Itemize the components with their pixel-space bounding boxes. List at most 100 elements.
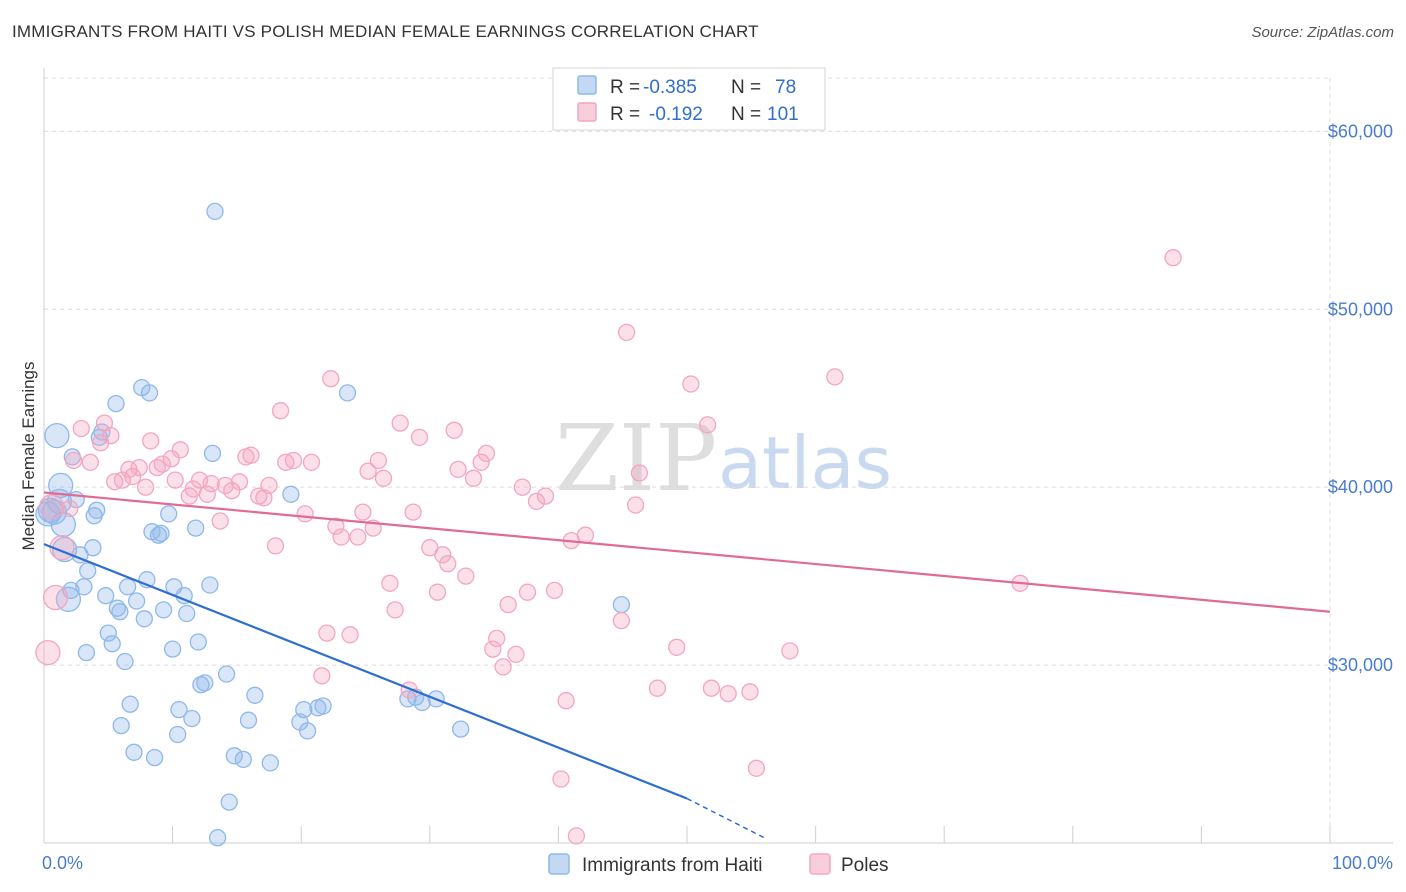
haiti-point xyxy=(187,519,205,537)
haiti-point xyxy=(170,700,188,719)
poles-point xyxy=(341,626,359,644)
poles-point xyxy=(477,444,496,463)
series-legend: Immigrants from Haiti Poles xyxy=(548,853,889,876)
haiti-point xyxy=(246,686,264,704)
haiti-point xyxy=(99,624,117,642)
haiti-point xyxy=(111,603,129,621)
poles-point xyxy=(381,574,399,592)
haiti-point xyxy=(169,725,187,744)
haiti-point xyxy=(217,665,236,683)
poles-point xyxy=(386,601,404,619)
poles-series-swatch xyxy=(809,853,831,875)
poles-point xyxy=(39,494,65,520)
haiti-point xyxy=(314,697,332,715)
haiti-point xyxy=(135,610,153,628)
haiti-points xyxy=(35,202,631,847)
poles-point xyxy=(826,368,844,386)
poles-point xyxy=(445,421,463,439)
haiti-point xyxy=(298,722,317,740)
haiti-point xyxy=(145,748,164,767)
poles-point xyxy=(284,451,303,470)
haiti-point xyxy=(261,754,279,772)
poles-point xyxy=(698,416,717,434)
haiti-point xyxy=(97,587,115,605)
poles-point xyxy=(410,428,429,447)
poles-point xyxy=(171,441,189,459)
poles-point xyxy=(113,471,132,489)
poles-point xyxy=(136,478,155,496)
haiti-legend-swatch xyxy=(577,75,597,95)
haiti-point xyxy=(189,633,207,651)
poles-point xyxy=(318,624,336,642)
poles-trend-line xyxy=(43,491,1331,613)
haiti-point xyxy=(107,394,125,413)
poles-point xyxy=(536,487,555,505)
haiti-point xyxy=(160,505,178,523)
watermark-atlas: atlas xyxy=(718,421,892,505)
poles-point xyxy=(472,453,490,471)
haiti-point xyxy=(118,578,137,596)
haiti-n-label: N = xyxy=(731,77,761,98)
poles-point xyxy=(494,658,512,676)
haiti-point xyxy=(55,586,82,612)
poles-point xyxy=(266,537,285,555)
haiti-n-value: 78 xyxy=(775,77,796,98)
poles-point xyxy=(35,639,61,666)
poles-points xyxy=(35,249,1182,845)
haiti-point xyxy=(338,384,357,402)
poles-point xyxy=(682,375,700,393)
poles-point xyxy=(518,583,537,601)
y-tick-label: $40,000 xyxy=(1328,477,1393,497)
poles-point xyxy=(271,402,290,420)
haiti-trend-line xyxy=(43,543,688,800)
haiti-point xyxy=(103,635,121,653)
axes xyxy=(43,68,1393,844)
poles-point xyxy=(464,469,483,487)
y-tick-label: $60,000 xyxy=(1328,121,1393,141)
poles-r-value: -0.192 xyxy=(649,104,703,125)
poles-point xyxy=(626,496,645,514)
poles-point xyxy=(142,432,160,450)
poles-point xyxy=(391,414,409,432)
poles-point xyxy=(484,640,502,658)
poles-point xyxy=(513,478,532,496)
stats-legend: R = -0.385 N = 78 R = -0.192 N = 101 xyxy=(552,67,826,131)
poles-point xyxy=(198,485,216,503)
poles-point xyxy=(81,453,99,471)
haiti-point xyxy=(206,202,224,221)
poles-r-label: R = xyxy=(610,104,640,125)
haiti-point xyxy=(127,592,146,610)
poles-point xyxy=(230,473,249,491)
haiti-point xyxy=(77,643,96,662)
poles-point xyxy=(457,567,475,585)
x-tick-label: 100.0% xyxy=(1332,853,1393,873)
haiti-point xyxy=(239,711,258,729)
poles-point xyxy=(576,526,595,544)
poles-point xyxy=(719,684,737,703)
stats-legend-box xyxy=(552,67,826,131)
haiti-point xyxy=(282,485,300,503)
poles-point xyxy=(527,492,546,511)
poles-point xyxy=(42,584,69,611)
poles-point xyxy=(552,770,570,788)
poles-point xyxy=(349,528,367,546)
poles-point xyxy=(242,446,260,464)
poles-point xyxy=(630,464,649,482)
x-tick-labels: 0.0% 100.0% xyxy=(42,853,1393,873)
y-tick-label: $30,000 xyxy=(1328,655,1393,675)
haiti-point xyxy=(183,709,201,728)
poles-point xyxy=(439,555,457,573)
poles-point xyxy=(130,458,148,477)
poles-point xyxy=(296,505,314,523)
poles-point xyxy=(488,629,506,648)
poles-n-label: N = xyxy=(731,104,761,125)
poles-point xyxy=(322,370,340,388)
haiti-point xyxy=(612,595,631,614)
poles-point xyxy=(499,595,517,614)
haiti-r-label: R = xyxy=(610,77,640,98)
haiti-point xyxy=(154,601,173,619)
poles-point xyxy=(153,455,171,473)
poles-point xyxy=(354,503,372,521)
haiti-point xyxy=(196,674,214,692)
